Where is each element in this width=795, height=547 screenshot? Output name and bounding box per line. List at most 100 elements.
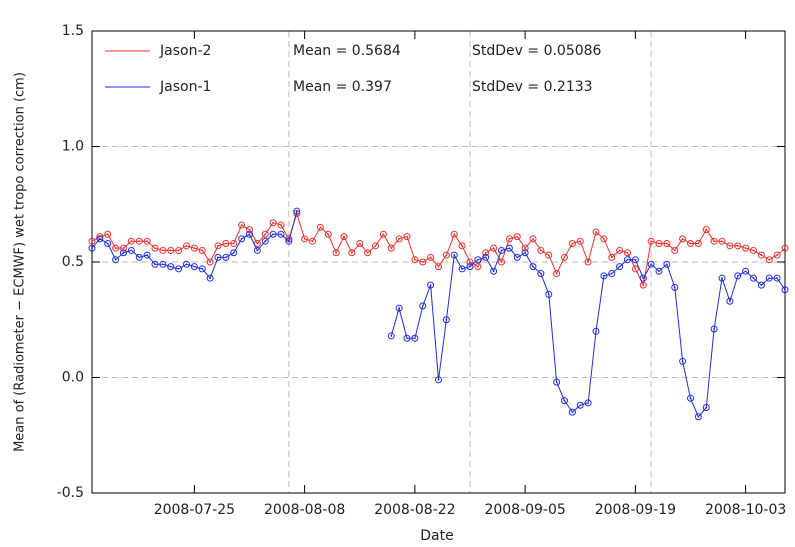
marker-ring	[545, 290, 553, 298]
marker-ring	[309, 237, 316, 245]
marker-dot	[689, 242, 692, 245]
marker-ring	[316, 223, 324, 231]
marker-dot	[760, 284, 763, 286]
marker-ring	[411, 256, 419, 264]
marker-ring	[442, 251, 450, 259]
marker-ring	[671, 246, 679, 254]
data-point	[112, 256, 120, 264]
data-point	[631, 265, 639, 273]
marker-dot	[161, 249, 164, 252]
marker-dot	[122, 251, 125, 254]
marker-dot	[539, 272, 542, 275]
data-point	[387, 244, 395, 252]
marker-dot	[232, 251, 235, 254]
data-point	[246, 226, 253, 234]
marker-dot	[264, 240, 267, 243]
data-point	[222, 240, 230, 248]
marker-dot	[303, 238, 306, 240]
data-point	[214, 242, 222, 250]
x-tick-label: 2008-07-25	[154, 502, 235, 518]
marker-ring	[214, 242, 222, 250]
marker-dot	[484, 256, 487, 259]
data-point	[206, 258, 214, 266]
marker-ring	[466, 258, 474, 266]
data-point	[387, 332, 395, 340]
marker-dot	[532, 238, 534, 240]
marker-dot	[169, 265, 172, 268]
data-point	[718, 237, 726, 245]
marker-ring	[545, 251, 553, 259]
marker-ring	[553, 378, 561, 386]
marker-dot	[343, 235, 345, 238]
marker-dot	[421, 304, 424, 307]
marker-dot	[476, 258, 479, 261]
marker-ring	[269, 219, 277, 227]
legend-stat: Mean = 0.5684	[293, 43, 401, 59]
marker-ring	[230, 240, 238, 248]
marker-dot	[98, 238, 101, 240]
marker-dot	[232, 242, 235, 245]
marker-dot	[595, 330, 597, 333]
marker-dot	[327, 233, 330, 236]
marker-dot	[185, 244, 188, 247]
data-point	[277, 230, 285, 238]
marker-ring	[498, 258, 505, 266]
marker-dot	[713, 328, 716, 330]
marker-ring	[742, 267, 750, 275]
marker-ring	[568, 240, 576, 248]
marker-ring	[104, 230, 112, 238]
marker-ring	[498, 246, 505, 254]
marker-dot	[445, 318, 448, 321]
marker-dot	[516, 235, 519, 238]
data-point	[592, 327, 600, 335]
marker-ring	[364, 249, 372, 257]
marker-ring	[655, 267, 663, 275]
marker-dot	[658, 242, 660, 245]
marker-ring	[718, 274, 726, 282]
marker-dot	[398, 307, 401, 310]
marker-dot	[539, 249, 542, 252]
data-point	[269, 219, 277, 227]
marker-dot	[453, 233, 456, 236]
marker-dot	[421, 261, 424, 263]
marker-dot	[610, 272, 613, 275]
legend-label: Jason-2	[159, 43, 211, 59]
marker-dot	[650, 263, 653, 266]
data-point	[316, 223, 324, 231]
marker-ring	[442, 316, 450, 324]
marker-ring	[435, 376, 442, 384]
marker-ring	[631, 265, 639, 273]
x-tick-label: 2008-09-19	[595, 502, 676, 518]
marker-ring	[159, 246, 167, 254]
data-point	[285, 237, 293, 245]
marker-dot	[571, 242, 574, 245]
marker-ring	[600, 272, 608, 280]
data-point	[309, 237, 316, 245]
data-point	[293, 207, 301, 215]
marker-ring	[387, 244, 395, 252]
marker-ring	[293, 207, 301, 215]
data-point	[120, 244, 127, 252]
data-point	[742, 267, 750, 275]
marker-ring	[576, 237, 584, 245]
data-point	[198, 265, 206, 273]
marker-ring	[183, 242, 190, 250]
marker-ring	[568, 408, 576, 416]
marker-dot	[547, 254, 550, 256]
data-point	[190, 244, 198, 252]
marker-dot	[406, 337, 408, 340]
marker-ring	[206, 274, 214, 282]
marker-ring	[529, 263, 537, 271]
marker-dot	[469, 261, 471, 263]
marker-dot	[240, 224, 243, 226]
marker-ring	[427, 281, 435, 289]
data-point	[104, 230, 112, 238]
marker-dot	[784, 247, 786, 250]
data-point	[474, 256, 482, 264]
marker-ring	[750, 274, 757, 282]
data-point	[183, 242, 190, 250]
marker-ring	[584, 399, 592, 407]
marker-ring	[513, 253, 521, 261]
marker-ring	[608, 270, 616, 278]
data-point	[726, 297, 734, 305]
